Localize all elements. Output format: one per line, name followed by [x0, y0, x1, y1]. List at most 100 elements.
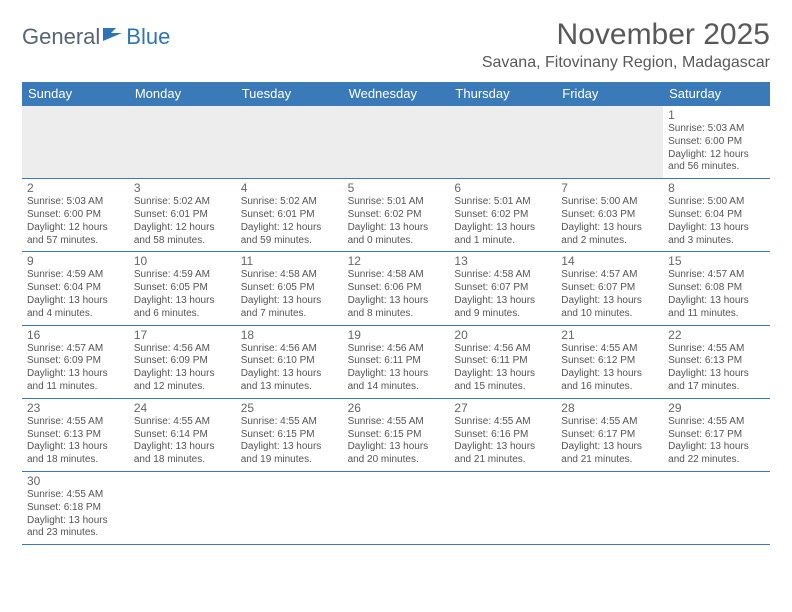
day-info-line: Sunrise: 4:57 AM: [668, 269, 765, 282]
day-info-line: Sunset: 6:18 PM: [27, 502, 124, 515]
day-info-line: Sunset: 6:02 PM: [454, 209, 551, 222]
day-cell: 5Sunrise: 5:01 AMSunset: 6:02 PMDaylight…: [343, 179, 450, 251]
title-block: November 2025 Savana, Fitovinany Region,…: [482, 18, 770, 72]
day-info-line: and 21 minutes.: [454, 454, 551, 467]
day-number: 22: [668, 328, 765, 342]
day-info-line: Sunrise: 4:58 AM: [348, 269, 445, 282]
day-info-line: Sunrise: 4:55 AM: [27, 416, 124, 429]
day-number: 2: [27, 181, 124, 195]
day-info-line: Daylight: 13 hours: [668, 295, 765, 308]
day-cell: [129, 106, 236, 178]
day-info-line: Sunset: 6:00 PM: [27, 209, 124, 222]
day-info-line: Sunset: 6:07 PM: [454, 282, 551, 295]
day-info-line: Daylight: 13 hours: [454, 368, 551, 381]
day-info-line: Sunrise: 4:55 AM: [454, 416, 551, 429]
day-info-line: and 10 minutes.: [561, 308, 658, 321]
day-info-line: Daylight: 13 hours: [454, 441, 551, 454]
day-cell: [236, 106, 343, 178]
day-info-line: Sunrise: 4:58 AM: [454, 269, 551, 282]
day-info-line: Sunrise: 5:03 AM: [27, 196, 124, 209]
day-info-line: Sunset: 6:02 PM: [348, 209, 445, 222]
day-info-line: Sunset: 6:15 PM: [241, 429, 338, 442]
day-info-line: Sunset: 6:05 PM: [134, 282, 231, 295]
day-info-line: Daylight: 13 hours: [668, 441, 765, 454]
day-info-line: and 58 minutes.: [134, 235, 231, 248]
day-cell: 16Sunrise: 4:57 AMSunset: 6:09 PMDayligh…: [22, 326, 129, 398]
day-cell: 4Sunrise: 5:02 AMSunset: 6:01 PMDaylight…: [236, 179, 343, 251]
day-info-line: Sunrise: 4:59 AM: [27, 269, 124, 282]
day-info-line: Sunset: 6:12 PM: [561, 355, 658, 368]
day-info-line: Sunset: 6:15 PM: [348, 429, 445, 442]
day-info-line: Sunset: 6:13 PM: [668, 355, 765, 368]
week-row: 9Sunrise: 4:59 AMSunset: 6:04 PMDaylight…: [22, 252, 770, 325]
week-row: 16Sunrise: 4:57 AMSunset: 6:09 PMDayligh…: [22, 326, 770, 399]
day-info-line: Daylight: 13 hours: [561, 295, 658, 308]
calendar: Sunday Monday Tuesday Wednesday Thursday…: [22, 82, 770, 545]
day-info-line: Sunrise: 4:56 AM: [454, 343, 551, 356]
day-header: Friday: [556, 82, 663, 106]
day-cell: 17Sunrise: 4:56 AMSunset: 6:09 PMDayligh…: [129, 326, 236, 398]
day-number: 11: [241, 254, 338, 268]
day-info-line: Sunrise: 5:00 AM: [561, 196, 658, 209]
day-number: 23: [27, 401, 124, 415]
day-number: 3: [134, 181, 231, 195]
day-info-line: and 56 minutes.: [668, 161, 765, 174]
day-header: Monday: [129, 82, 236, 106]
day-cell: 6Sunrise: 5:01 AMSunset: 6:02 PMDaylight…: [449, 179, 556, 251]
day-cell: 29Sunrise: 4:55 AMSunset: 6:17 PMDayligh…: [663, 399, 770, 471]
day-number: 6: [454, 181, 551, 195]
day-cell: 25Sunrise: 4:55 AMSunset: 6:15 PMDayligh…: [236, 399, 343, 471]
day-cell: 26Sunrise: 4:55 AMSunset: 6:15 PMDayligh…: [343, 399, 450, 471]
day-info-line: Sunrise: 4:57 AM: [27, 343, 124, 356]
day-cell: [556, 106, 663, 178]
day-number: 16: [27, 328, 124, 342]
day-info-line: Daylight: 13 hours: [241, 441, 338, 454]
day-info-line: Sunset: 6:06 PM: [348, 282, 445, 295]
day-info-line: Daylight: 13 hours: [668, 222, 765, 235]
day-cell: 21Sunrise: 4:55 AMSunset: 6:12 PMDayligh…: [556, 326, 663, 398]
day-info-line: and 57 minutes.: [27, 235, 124, 248]
day-info-line: and 8 minutes.: [348, 308, 445, 321]
day-info-line: and 19 minutes.: [241, 454, 338, 467]
day-cell: 10Sunrise: 4:59 AMSunset: 6:05 PMDayligh…: [129, 252, 236, 324]
day-info-line: Daylight: 13 hours: [561, 368, 658, 381]
day-info-line: Daylight: 13 hours: [241, 368, 338, 381]
day-info-line: Sunrise: 4:55 AM: [27, 489, 124, 502]
day-info-line: and 18 minutes.: [27, 454, 124, 467]
day-cell: 9Sunrise: 4:59 AMSunset: 6:04 PMDaylight…: [22, 252, 129, 324]
day-info-line: Sunset: 6:01 PM: [241, 209, 338, 222]
day-info-line: Sunrise: 4:55 AM: [348, 416, 445, 429]
day-number: 5: [348, 181, 445, 195]
day-info-line: Sunset: 6:04 PM: [27, 282, 124, 295]
day-info-line: Sunset: 6:10 PM: [241, 355, 338, 368]
day-number: 7: [561, 181, 658, 195]
day-info-line: Sunrise: 5:02 AM: [134, 196, 231, 209]
day-info-line: Sunrise: 4:55 AM: [561, 343, 658, 356]
week-row: 1Sunrise: 5:03 AMSunset: 6:00 PMDaylight…: [22, 106, 770, 179]
day-info-line: Sunrise: 5:01 AM: [454, 196, 551, 209]
day-info-line: Sunrise: 4:55 AM: [134, 416, 231, 429]
day-info-line: Daylight: 13 hours: [27, 515, 124, 528]
day-info-line: Daylight: 12 hours: [668, 149, 765, 162]
day-info-line: and 7 minutes.: [241, 308, 338, 321]
day-info-line: and 16 minutes.: [561, 381, 658, 394]
day-info-line: Daylight: 13 hours: [348, 222, 445, 235]
day-info-line: Sunset: 6:17 PM: [561, 429, 658, 442]
weeks-container: 1Sunrise: 5:03 AMSunset: 6:00 PMDaylight…: [22, 106, 770, 545]
day-info-line: Sunset: 6:01 PM: [134, 209, 231, 222]
day-info-line: Sunset: 6:11 PM: [454, 355, 551, 368]
day-info-line: and 21 minutes.: [561, 454, 658, 467]
day-info-line: Sunset: 6:03 PM: [561, 209, 658, 222]
day-info-line: Daylight: 13 hours: [134, 295, 231, 308]
day-info-line: Daylight: 13 hours: [454, 295, 551, 308]
day-info-line: Daylight: 13 hours: [27, 441, 124, 454]
day-info-line: Sunrise: 5:03 AM: [668, 123, 765, 136]
day-info-line: and 4 minutes.: [27, 308, 124, 321]
day-number: 18: [241, 328, 338, 342]
day-info-line: and 6 minutes.: [134, 308, 231, 321]
day-number: 28: [561, 401, 658, 415]
day-info-line: and 14 minutes.: [348, 381, 445, 394]
day-number: 19: [348, 328, 445, 342]
day-info-line: Daylight: 13 hours: [348, 441, 445, 454]
day-cell: [449, 472, 556, 544]
